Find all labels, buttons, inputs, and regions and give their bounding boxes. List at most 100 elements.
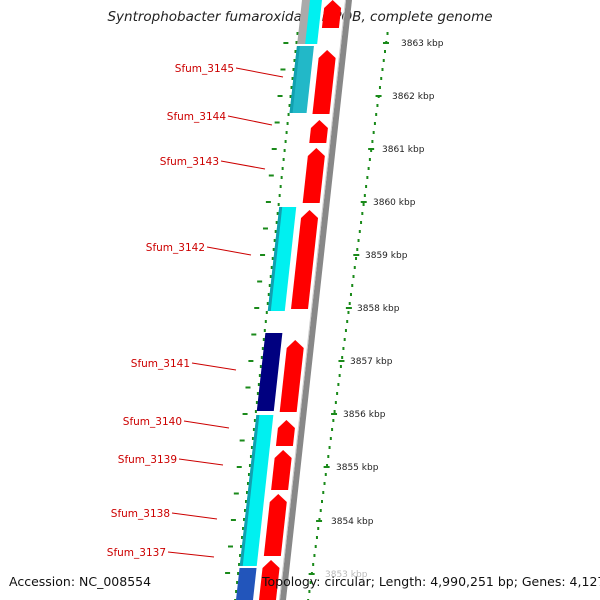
tick-dot [245, 491, 248, 494]
tick-dot [279, 185, 282, 188]
scale-label: 3858 kbp [357, 304, 400, 314]
scale-label: 3853 kbp [325, 570, 368, 580]
tick-dot [314, 545, 317, 548]
tick-dot [263, 329, 266, 332]
tick-dot [347, 311, 350, 314]
tick-dot [367, 167, 370, 170]
tick-mark [277, 95, 283, 97]
tick-dot [238, 563, 241, 566]
tick-dot [266, 302, 269, 305]
tick-dot [240, 545, 243, 548]
tick-dot [293, 59, 296, 62]
tick-dot [329, 437, 332, 440]
reverse-cds-edge [239, 415, 260, 566]
gene-label-leader [220, 160, 266, 170]
tick-dot [277, 203, 280, 206]
tick-dot [315, 536, 318, 539]
tick-dot [343, 338, 346, 341]
forward-cds [271, 450, 292, 490]
tick-dot [348, 302, 351, 305]
scale-tick [368, 148, 375, 150]
tick-dot [341, 356, 344, 359]
scale-tick [323, 466, 330, 468]
tick-mark [248, 360, 254, 362]
tick-dot [236, 581, 239, 584]
scale-tick [308, 573, 315, 575]
forward-cds [312, 50, 336, 114]
tick-mark [262, 227, 268, 230]
tick-dot [242, 527, 245, 530]
tick-dot [372, 131, 375, 134]
tick-dot [357, 239, 360, 242]
gene-label-leader [178, 458, 224, 466]
tick-dot [252, 428, 255, 431]
tick-dot [378, 86, 381, 89]
tick-dot [248, 464, 251, 467]
scale-label: 3862 kbp [392, 92, 435, 102]
tick-dot [349, 293, 352, 296]
gene-label: Sfum_3138 [111, 508, 170, 520]
tick-dot [355, 257, 358, 260]
tick-mark [236, 466, 242, 468]
tick-dot [246, 482, 249, 485]
tick-dot [286, 122, 289, 125]
forward-cds [259, 560, 280, 600]
tick-dot [317, 527, 320, 530]
tick-dot [241, 536, 244, 539]
tick-dot [373, 122, 376, 125]
tick-dot [351, 284, 354, 287]
tick-mark [242, 413, 248, 415]
forward-cds [309, 120, 328, 143]
tick-dot [268, 284, 271, 287]
tick-dot [237, 572, 240, 575]
gene-label: Sfum_3144 [167, 111, 227, 123]
tick-mark [265, 201, 271, 203]
tick-dot [254, 410, 257, 413]
map-title: Syntrophobacter fumaroxidans MPOB, compl… [107, 9, 493, 25]
tick-dot [278, 194, 281, 197]
tick-mark [274, 121, 280, 124]
reverse-cds [305, 0, 322, 44]
tick-mark [225, 572, 231, 574]
tick-mark [251, 333, 257, 336]
tick-dot [375, 113, 378, 116]
tick-dot [363, 194, 366, 197]
tick-dot [386, 32, 389, 35]
reverse-cds-dark [236, 568, 257, 600]
tick-dot [322, 491, 325, 494]
tick-dot [371, 140, 374, 143]
tick-dot [324, 473, 327, 476]
reverse-cds-dark [256, 333, 283, 411]
tick-mark [260, 254, 266, 256]
tick-dot [334, 401, 337, 404]
scale-tick [316, 520, 323, 522]
forward-cds [275, 420, 295, 446]
scale-tick [382, 42, 389, 44]
tick-dot [272, 248, 275, 251]
tick-dot [336, 392, 339, 395]
tick-dot [384, 50, 386, 53]
scale-label: 3854 kbp [331, 517, 374, 527]
tick-dot [280, 176, 283, 179]
tick-dot [271, 257, 274, 260]
gene-label-leader [183, 420, 230, 429]
tick-dot [267, 293, 270, 296]
tick-dot [294, 50, 297, 53]
tick-dot [275, 221, 278, 224]
forward-cds [302, 148, 325, 203]
tick-mark [254, 307, 260, 309]
tick-dot [249, 455, 252, 458]
forward-cds [291, 210, 319, 309]
tick-dot [326, 464, 329, 467]
tick-dot [321, 500, 323, 503]
reverse-cds-edge [267, 207, 283, 311]
tick-dot [353, 266, 356, 269]
tick-dot [257, 383, 260, 386]
reverse-cds [239, 415, 274, 566]
tick-dot [260, 356, 263, 359]
scale-label: 3863 kbp [401, 39, 444, 49]
tick-dot [250, 446, 253, 449]
tick-dot [244, 509, 247, 512]
gene-label: Sfum_3145 [175, 63, 234, 75]
